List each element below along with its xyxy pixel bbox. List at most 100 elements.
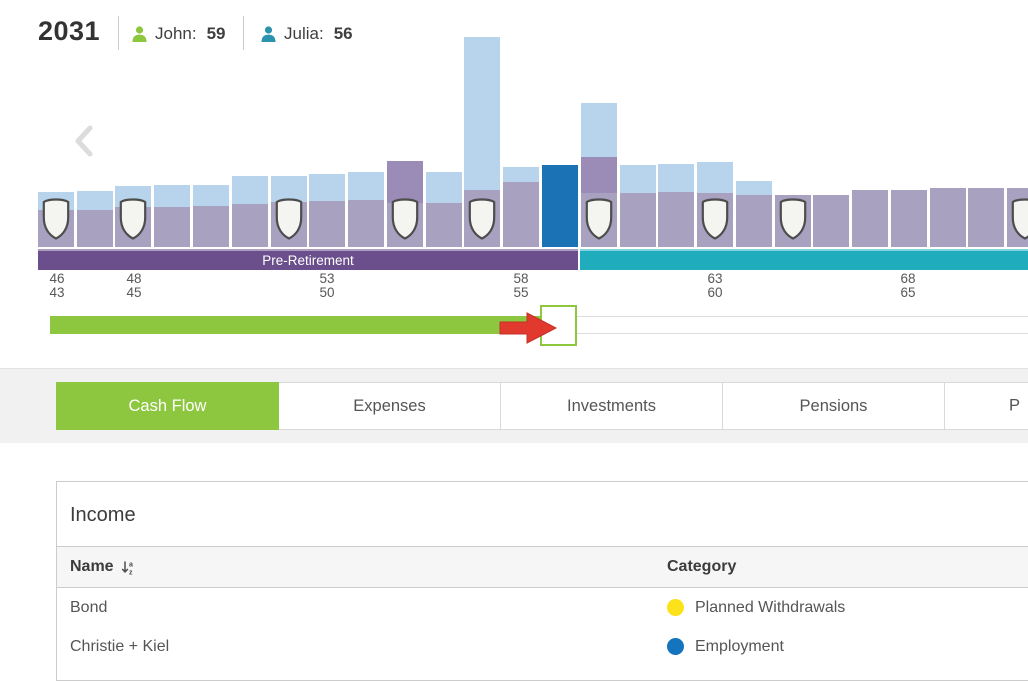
chart-bar[interactable] bbox=[387, 0, 423, 247]
chart-bar[interactable] bbox=[813, 0, 849, 247]
bar-segment-blue bbox=[658, 164, 694, 192]
chart-bar[interactable] bbox=[271, 0, 307, 247]
bar-segment-purple bbox=[891, 190, 927, 247]
chart-bar[interactable] bbox=[503, 0, 539, 247]
bar-segment-purple bbox=[77, 210, 113, 247]
chart-bar[interactable] bbox=[775, 0, 811, 247]
bar-segment-purple bbox=[154, 207, 190, 247]
age-tick-person2: 45 bbox=[126, 285, 142, 300]
svg-text:z: z bbox=[129, 569, 133, 575]
protection-shield-icon bbox=[390, 198, 420, 245]
age-tick: 68 65 bbox=[900, 272, 915, 300]
section-tabs: Cash Flow Expenses Investments Pensions P bbox=[56, 382, 1028, 430]
income-category-cell: Employment bbox=[654, 638, 784, 656]
tabs-strip: Cash Flow Expenses Investments Pensions P bbox=[0, 368, 1028, 443]
bar-segment-purple bbox=[968, 188, 1004, 247]
chart-bar[interactable] bbox=[232, 0, 268, 247]
bar-segment-blue bbox=[232, 176, 268, 204]
bar-segment-blue bbox=[581, 103, 617, 157]
chart-bar[interactable] bbox=[736, 0, 772, 247]
tab-cash-flow[interactable]: Cash Flow bbox=[56, 382, 279, 430]
bar-segment-blue bbox=[309, 174, 345, 201]
chart-bar[interactable] bbox=[968, 0, 1004, 247]
protection-shield-icon bbox=[467, 198, 497, 245]
chart-bar[interactable] bbox=[581, 0, 617, 247]
chart-bar[interactable] bbox=[930, 0, 966, 247]
chart-bar[interactable] bbox=[348, 0, 384, 247]
chart-bar[interactable] bbox=[309, 0, 345, 247]
tab-expenses[interactable]: Expenses bbox=[278, 382, 501, 430]
sort-alpha-icon[interactable]: a z bbox=[121, 560, 135, 575]
bar-segment-purple bbox=[930, 188, 966, 247]
tab-investments[interactable]: Investments bbox=[500, 382, 723, 430]
age-tick-person1: 48 bbox=[126, 271, 142, 286]
protection-shield-icon bbox=[700, 198, 730, 245]
tab-label: Cash Flow bbox=[128, 396, 207, 415]
tab-label: Pensions bbox=[799, 396, 868, 415]
protection-shield-icon bbox=[41, 198, 71, 245]
age-tick: 53 50 bbox=[319, 272, 334, 300]
column-header-name[interactable]: Name a z bbox=[57, 558, 654, 576]
person-name-label: John: bbox=[155, 24, 197, 43]
chart-bar[interactable] bbox=[852, 0, 888, 247]
chart-bar[interactable] bbox=[658, 0, 694, 247]
bar-segment-purple bbox=[232, 204, 268, 247]
income-table-row[interactable]: Bond Planned Withdrawals bbox=[57, 588, 1028, 627]
bar-segment-purple bbox=[813, 195, 849, 247]
svg-text:a: a bbox=[129, 561, 133, 568]
age-tick-person1: 46 bbox=[49, 271, 65, 286]
income-table-header: Name a z Category bbox=[57, 546, 1028, 588]
age-tick: 58 55 bbox=[513, 272, 528, 300]
age-tick-person2: 43 bbox=[49, 285, 65, 300]
category-label: Planned Withdrawals bbox=[695, 598, 846, 616]
timeline-scroll-left-button[interactable] bbox=[70, 122, 98, 162]
chevron-left-icon bbox=[71, 125, 97, 162]
chart-bar[interactable] bbox=[620, 0, 656, 247]
chart-bar-selected[interactable] bbox=[542, 0, 578, 247]
chart-bar[interactable] bbox=[697, 0, 733, 247]
age-tick-person1: 58 bbox=[513, 271, 529, 286]
bar-segment-purple bbox=[658, 192, 694, 247]
red-arrow-annotation-icon bbox=[497, 309, 559, 354]
tab-p[interactable]: P bbox=[944, 382, 1028, 430]
chart-bar[interactable] bbox=[426, 0, 462, 247]
chart-bar[interactable] bbox=[154, 0, 190, 247]
chart-bar[interactable] bbox=[891, 0, 927, 247]
age-tick-person2: 50 bbox=[319, 285, 335, 300]
bar-segment-purple bbox=[309, 201, 345, 247]
protection-shield-icon bbox=[118, 198, 148, 245]
chart-bar[interactable] bbox=[77, 0, 113, 247]
age-tick-person2: 65 bbox=[900, 285, 916, 300]
bar-segment-blue bbox=[697, 162, 733, 193]
current-year-label: 2031 bbox=[38, 16, 101, 46]
person-age-value: 59 bbox=[206, 24, 226, 43]
protection-shield-icon bbox=[274, 198, 304, 245]
income-name-cell: Bond bbox=[70, 598, 108, 616]
chart-bar[interactable] bbox=[1007, 0, 1028, 247]
chart-bar[interactable] bbox=[115, 0, 151, 247]
bar-segment-purple bbox=[348, 200, 384, 247]
bar-segment-purple bbox=[193, 206, 229, 247]
chart-bar[interactable] bbox=[38, 0, 74, 247]
column-header-name-label: Name bbox=[70, 558, 114, 575]
income-category-cell: Planned Withdrawals bbox=[654, 599, 845, 617]
bar-segment-purple bbox=[736, 195, 772, 247]
tab-pensions[interactable]: Pensions bbox=[722, 382, 945, 430]
category-label: Employment bbox=[695, 637, 784, 655]
chart-bar[interactable] bbox=[464, 0, 500, 247]
bar-segment-dark bbox=[581, 157, 617, 193]
bar-segment-blue bbox=[193, 185, 229, 206]
bar-segment-selected bbox=[542, 165, 578, 247]
age-tick: 48 45 bbox=[126, 272, 141, 300]
bar-segment-purple bbox=[852, 190, 888, 247]
age-tick-person1: 63 bbox=[707, 271, 723, 286]
bar-segment-blue bbox=[464, 37, 500, 190]
chart-bar[interactable] bbox=[193, 0, 229, 247]
income-table-row[interactable]: Christie + Kiel Employment bbox=[57, 627, 1028, 666]
age-tick: 63 60 bbox=[707, 272, 722, 300]
bar-segment-blue bbox=[503, 167, 539, 182]
timeline-chart bbox=[0, 0, 1028, 247]
header-divider bbox=[243, 16, 244, 50]
bar-segment-blue bbox=[348, 172, 384, 200]
category-color-dot bbox=[667, 638, 684, 655]
